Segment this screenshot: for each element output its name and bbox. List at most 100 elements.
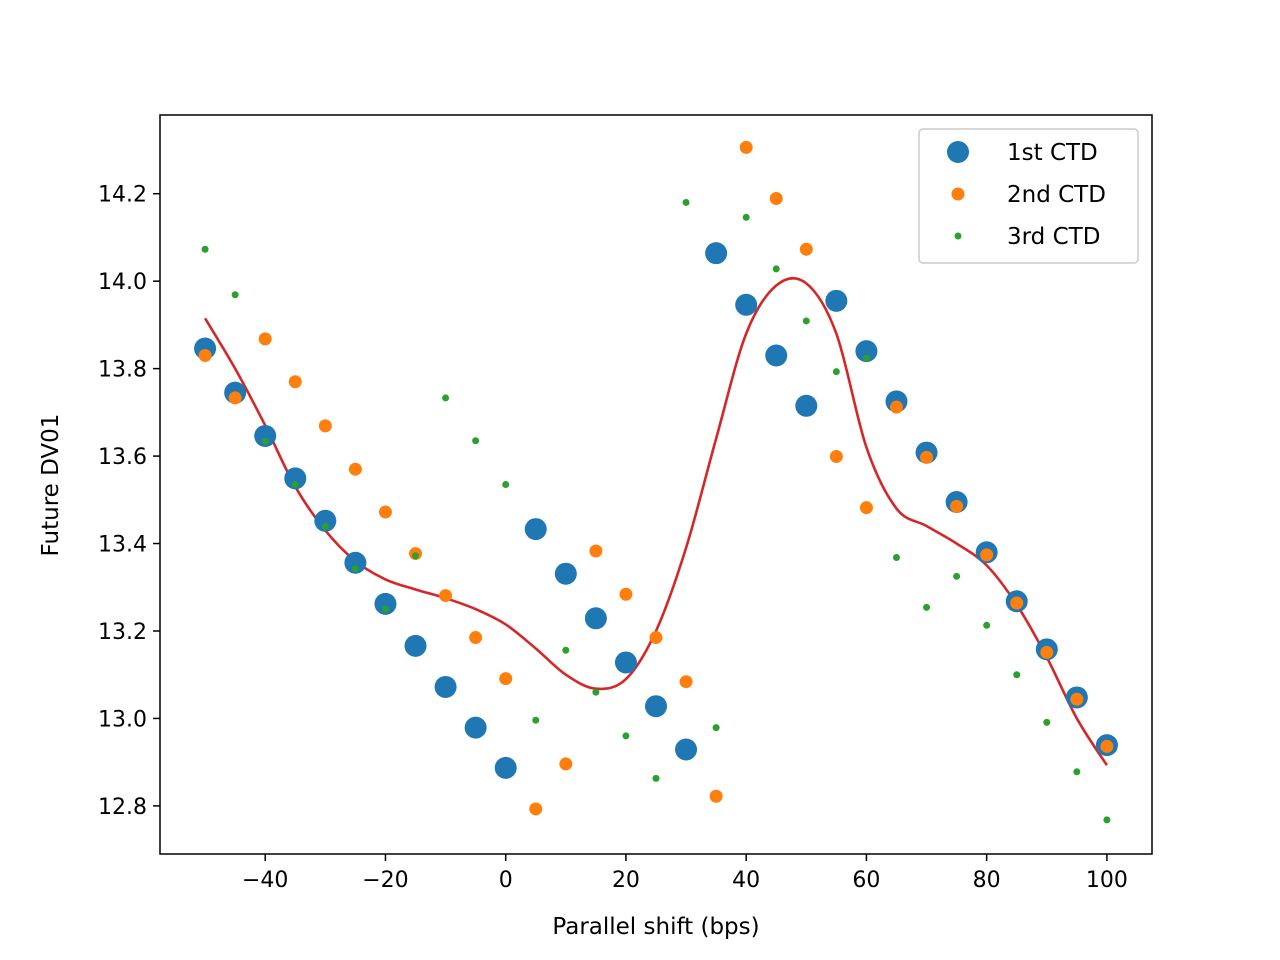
point-2nd-ctd xyxy=(529,802,543,816)
point-3rd-ctd xyxy=(862,354,870,362)
point-1st-ctd xyxy=(314,509,337,532)
point-2nd-ctd xyxy=(589,544,603,558)
point-3rd-ctd xyxy=(532,716,540,724)
point-2nd-ctd xyxy=(859,501,873,515)
point-2nd-ctd xyxy=(228,391,242,405)
point-3rd-ctd xyxy=(772,265,780,273)
point-3rd-ctd xyxy=(381,605,389,613)
x-axis: −40 −20 0 20 40 60 80 100 xyxy=(242,854,1128,893)
y-tick-label: 13.4 xyxy=(98,533,147,558)
point-1st-ctd xyxy=(554,562,577,585)
point-3rd-ctd xyxy=(983,621,991,629)
x-tick-label: 80 xyxy=(973,868,1001,893)
point-3rd-ctd xyxy=(351,564,359,572)
point-2nd-ctd xyxy=(1070,692,1084,706)
point-2nd-ctd xyxy=(649,631,663,645)
point-1st-ctd xyxy=(735,293,758,316)
point-3rd-ctd xyxy=(442,394,450,402)
point-2nd-ctd xyxy=(559,757,573,771)
point-1st-ctd xyxy=(374,592,397,615)
point-3rd-ctd xyxy=(412,552,420,560)
point-3rd-ctd xyxy=(802,317,810,325)
point-1st-ctd xyxy=(584,607,607,630)
point-3rd-ctd xyxy=(923,603,931,611)
point-2nd-ctd xyxy=(980,548,994,562)
point-3rd-ctd xyxy=(502,481,510,488)
y-axis: 12.8 13.0 13.2 13.4 13.6 13.8 14.0 14.2 xyxy=(98,183,160,820)
legend-marker-1st-ctd xyxy=(947,141,969,163)
point-3rd-ctd xyxy=(472,437,480,445)
point-1st-ctd xyxy=(765,344,788,367)
y-tick-label: 12.8 xyxy=(98,795,147,820)
point-2nd-ctd xyxy=(799,242,813,256)
point-3rd-ctd xyxy=(892,554,900,562)
point-3rd-ctd xyxy=(1043,718,1051,726)
legend-box xyxy=(918,128,1139,264)
point-3rd-ctd xyxy=(832,368,840,376)
legend-marker-3rd-ctd xyxy=(954,232,962,240)
point-1st-ctd xyxy=(675,738,698,761)
x-tick-label: −40 xyxy=(242,868,288,893)
x-tick-label: 0 xyxy=(499,868,513,893)
point-2nd-ctd xyxy=(769,192,783,206)
point-1st-ctd xyxy=(795,394,818,417)
point-2nd-ctd xyxy=(288,375,302,389)
point-3rd-ctd xyxy=(562,646,570,654)
point-3rd-ctd xyxy=(953,572,961,580)
x-tick-label: 40 xyxy=(732,868,760,893)
point-2nd-ctd xyxy=(679,675,693,689)
point-3rd-ctd xyxy=(1103,816,1111,824)
legend-marker-2nd-ctd xyxy=(951,187,965,201)
point-3rd-ctd xyxy=(652,774,660,782)
point-2nd-ctd xyxy=(378,505,392,519)
point-3rd-ctd xyxy=(712,724,720,732)
y-tick-label: 13.6 xyxy=(98,445,147,470)
point-3rd-ctd xyxy=(321,522,329,530)
legend-label-1st-ctd: 1st CTD xyxy=(1007,140,1098,166)
point-2nd-ctd xyxy=(709,789,723,803)
point-1st-ctd xyxy=(705,242,728,265)
x-tick-label: −20 xyxy=(362,868,408,893)
point-1st-ctd xyxy=(344,551,367,574)
y-tick-label: 13.8 xyxy=(98,358,147,383)
point-3rd-ctd xyxy=(1013,671,1021,679)
x-tick-label: 60 xyxy=(852,868,880,893)
point-2nd-ctd xyxy=(198,349,212,362)
point-1st-ctd xyxy=(254,424,277,447)
y-tick-label: 13.0 xyxy=(98,707,147,732)
point-3rd-ctd xyxy=(742,213,750,221)
y-tick-label: 14.2 xyxy=(98,183,147,208)
point-1st-ctd xyxy=(494,756,517,779)
point-1st-ctd xyxy=(645,695,667,718)
y-axis-label: Future DV01 xyxy=(38,414,64,557)
point-1st-ctd xyxy=(464,716,487,739)
point-2nd-ctd xyxy=(739,140,753,154)
point-1st-ctd xyxy=(404,634,427,657)
point-1st-ctd xyxy=(524,518,547,541)
plot-frame xyxy=(159,114,1153,855)
legend: 1st CTD 2nd CTD 3rd CTD xyxy=(918,128,1139,264)
point-3rd-ctd xyxy=(622,732,630,740)
point-2nd-ctd xyxy=(1010,596,1024,610)
point-1st-ctd xyxy=(855,340,878,363)
point-2nd-ctd xyxy=(439,589,453,603)
point-2nd-ctd xyxy=(469,631,483,645)
point-2nd-ctd xyxy=(1040,645,1054,659)
point-2nd-ctd xyxy=(258,332,272,346)
point-3rd-ctd xyxy=(682,198,690,206)
point-3rd-ctd xyxy=(592,688,600,696)
point-3rd-ctd xyxy=(201,245,209,253)
x-tick-label: 100 xyxy=(1086,868,1128,893)
y-tick-label: 13.2 xyxy=(98,620,147,645)
x-tick-label: 20 xyxy=(612,868,640,893)
point-3rd-ctd xyxy=(1073,768,1081,776)
legend-label-2nd-ctd: 2nd CTD xyxy=(1007,182,1106,208)
point-3rd-ctd xyxy=(261,437,269,445)
point-2nd-ctd xyxy=(950,499,964,513)
point-3rd-ctd xyxy=(231,291,239,299)
point-2nd-ctd xyxy=(348,462,362,476)
point-1st-ctd xyxy=(614,651,637,674)
point-1st-ctd xyxy=(434,675,457,698)
point-2nd-ctd xyxy=(499,672,513,686)
